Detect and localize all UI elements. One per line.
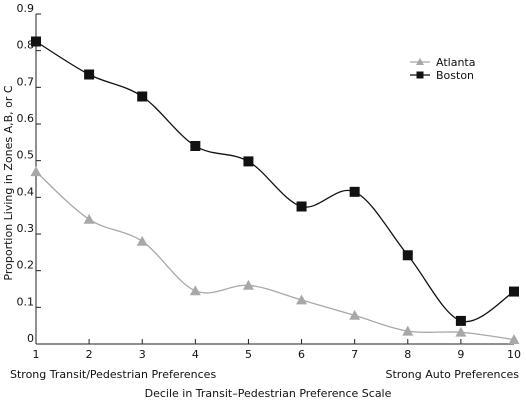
data-point-boston xyxy=(296,201,307,212)
legend-label-atlanta: Atlanta xyxy=(436,56,475,69)
data-point-boston xyxy=(84,69,95,80)
x-end-label-right: Strong Auto Preferences xyxy=(386,368,520,381)
y-tick-label: 0.1 xyxy=(17,295,35,308)
data-point-boston xyxy=(190,141,201,151)
y-tick-label: 0 xyxy=(27,332,34,345)
series-atlanta xyxy=(30,166,520,344)
y-tick-label: 0.3 xyxy=(17,222,35,235)
data-point-boston xyxy=(243,156,254,167)
x-tick-label: 8 xyxy=(404,348,411,361)
x-end-label-left: Strong Transit/Pedestrian Preferences xyxy=(10,368,216,381)
x-tick-label: 1 xyxy=(33,348,40,361)
data-point-boston xyxy=(349,186,360,197)
data-point-atlanta xyxy=(455,326,467,337)
data-point-atlanta xyxy=(136,235,148,246)
y-tick-label: 0.4 xyxy=(17,185,35,198)
legend-marker-atlanta xyxy=(416,58,424,65)
data-point-atlanta xyxy=(189,285,201,296)
data-point-atlanta xyxy=(402,325,414,336)
x-axis-title: Decile in Transit–Pedestrian Preference … xyxy=(145,387,392,400)
data-point-boston xyxy=(31,36,41,47)
x-tick-label: 9 xyxy=(457,348,464,361)
data-point-boston xyxy=(402,250,413,261)
x-tick-label: 3 xyxy=(139,348,146,361)
y-tick-label: 0.7 xyxy=(17,75,35,88)
y-tick-label: 0.6 xyxy=(17,112,35,125)
x-tick-label: 10 xyxy=(507,348,521,361)
data-point-boston xyxy=(137,91,148,102)
axes: 0 0.1 0.2 0.3 0.4 0.5 0.6 0.7 0.8 0.9 1 2 3 4 5 6 7 8 9 10 xyxy=(17,2,522,361)
y-tick-label: 0.8 xyxy=(17,39,35,52)
x-tick-label: 4 xyxy=(192,348,199,361)
y-tick-label: 0.2 xyxy=(17,259,35,272)
x-tick-label: 2 xyxy=(86,348,93,361)
data-point-boston xyxy=(509,286,519,297)
data-point-atlanta xyxy=(508,334,520,344)
x-tick-label: 7 xyxy=(351,348,358,361)
legend-marker-boston xyxy=(416,71,424,79)
data-point-atlanta xyxy=(242,279,254,290)
y-tick-label: 0.9 xyxy=(17,2,35,15)
data-point-boston xyxy=(455,315,466,326)
data-point-atlanta xyxy=(83,213,95,224)
data-point-atlanta xyxy=(296,294,308,305)
data-point-atlanta xyxy=(30,166,42,177)
series-layer xyxy=(30,36,520,344)
series-boston xyxy=(31,36,519,326)
legend-label-boston: Boston xyxy=(436,69,474,82)
y-tick-label: 0.5 xyxy=(17,149,35,162)
x-tick-label: 5 xyxy=(245,348,252,361)
series-line-atlanta xyxy=(35,171,515,341)
series-line-boston xyxy=(35,40,515,323)
y-axis-title: Proportion Living in Zones A,B, or C xyxy=(2,85,15,281)
x-tick-label: 6 xyxy=(298,348,305,361)
data-point-atlanta xyxy=(349,309,361,320)
